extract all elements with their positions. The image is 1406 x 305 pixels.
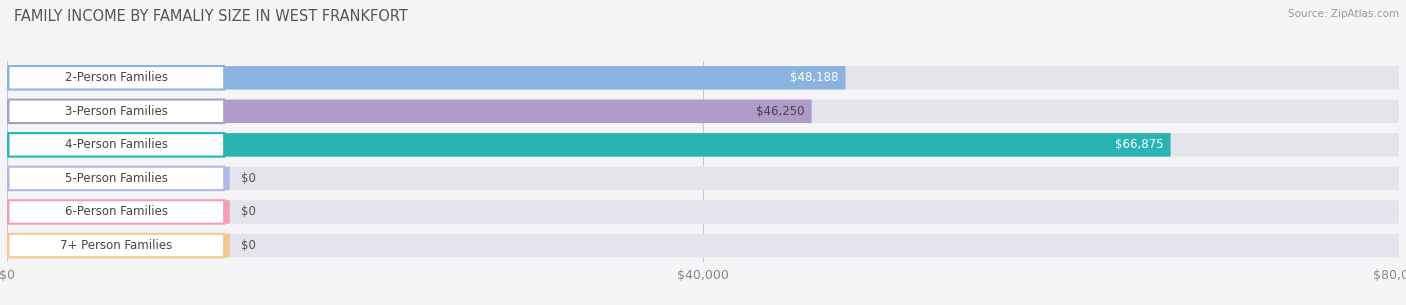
Text: 5-Person Families: 5-Person Families xyxy=(65,172,167,185)
FancyBboxPatch shape xyxy=(7,133,1399,157)
FancyBboxPatch shape xyxy=(8,133,224,157)
FancyBboxPatch shape xyxy=(7,200,229,224)
FancyBboxPatch shape xyxy=(7,167,1399,190)
Text: 6-Person Families: 6-Person Families xyxy=(65,206,167,218)
FancyBboxPatch shape xyxy=(7,66,845,90)
Text: $0: $0 xyxy=(240,172,256,185)
Text: $0: $0 xyxy=(240,206,256,218)
FancyBboxPatch shape xyxy=(7,66,1399,90)
FancyBboxPatch shape xyxy=(8,234,224,257)
FancyBboxPatch shape xyxy=(7,167,229,190)
Text: 4-Person Families: 4-Person Families xyxy=(65,138,167,151)
FancyBboxPatch shape xyxy=(7,234,229,257)
Text: $48,188: $48,188 xyxy=(790,71,838,84)
Text: 7+ Person Families: 7+ Person Families xyxy=(60,239,173,252)
Text: FAMILY INCOME BY FAMALIY SIZE IN WEST FRANKFORT: FAMILY INCOME BY FAMALIY SIZE IN WEST FR… xyxy=(14,9,408,24)
Text: $66,875: $66,875 xyxy=(1115,138,1164,151)
FancyBboxPatch shape xyxy=(8,66,224,90)
FancyBboxPatch shape xyxy=(8,100,224,123)
FancyBboxPatch shape xyxy=(8,200,224,224)
Text: Source: ZipAtlas.com: Source: ZipAtlas.com xyxy=(1288,9,1399,19)
FancyBboxPatch shape xyxy=(7,133,1171,157)
FancyBboxPatch shape xyxy=(7,100,1399,123)
Text: 3-Person Families: 3-Person Families xyxy=(65,105,167,118)
Text: $46,250: $46,250 xyxy=(756,105,804,118)
Text: $0: $0 xyxy=(240,239,256,252)
FancyBboxPatch shape xyxy=(7,100,811,123)
FancyBboxPatch shape xyxy=(7,234,1399,257)
FancyBboxPatch shape xyxy=(8,167,224,190)
FancyBboxPatch shape xyxy=(7,200,1399,224)
Text: 2-Person Families: 2-Person Families xyxy=(65,71,167,84)
